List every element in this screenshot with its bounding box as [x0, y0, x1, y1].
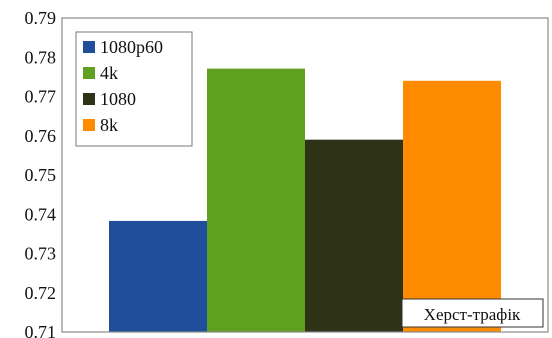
- plot-frame: [61, 17, 549, 333]
- legend-box: [75, 31, 193, 147]
- y-tick-label: 0.74: [25, 204, 57, 224]
- annotation-box: [401, 298, 544, 328]
- legend-items: 1080p60 4k 1080 8k: [83, 37, 163, 135]
- legend-label-8k: 8k: [100, 115, 118, 135]
- annotation-text: Херст-трафік: [424, 305, 521, 324]
- y-tick-label: 0.73: [25, 244, 57, 264]
- legend-label-4k: 4k: [100, 63, 118, 83]
- legend-swatch-1080p60: [83, 41, 95, 53]
- y-tick-label: 0.79: [25, 8, 57, 28]
- y-tick-label: 0.77: [25, 87, 57, 107]
- y-tick-label: 0.78: [25, 47, 57, 67]
- bar-4k: [207, 68, 305, 332]
- y-tick-label: 0.72: [25, 283, 57, 303]
- legend-swatch-4k: [83, 67, 95, 79]
- annotation: Херст-трафік: [401, 298, 544, 328]
- legend: 1080p60 4k 1080 8k: [75, 31, 193, 147]
- legend-label-1080: 1080: [100, 89, 136, 109]
- y-tick-label: 0.71: [25, 322, 57, 338]
- legend-label-1080p60: 1080p60: [100, 37, 163, 57]
- y-tick-label: 0.75: [25, 165, 57, 185]
- bar-8k: [403, 80, 501, 332]
- y-axis: 0.71 0.72 0.73 0.74 0.75 0.76 0.77 0.78 0.79: [25, 8, 57, 338]
- bar-1080p60: [109, 220, 207, 332]
- legend-swatch-1080: [83, 93, 95, 105]
- bar-1080: [305, 139, 403, 332]
- bars-group: [109, 68, 501, 332]
- y-tick-label: 0.76: [25, 126, 57, 146]
- legend-swatch-8k: [83, 119, 95, 131]
